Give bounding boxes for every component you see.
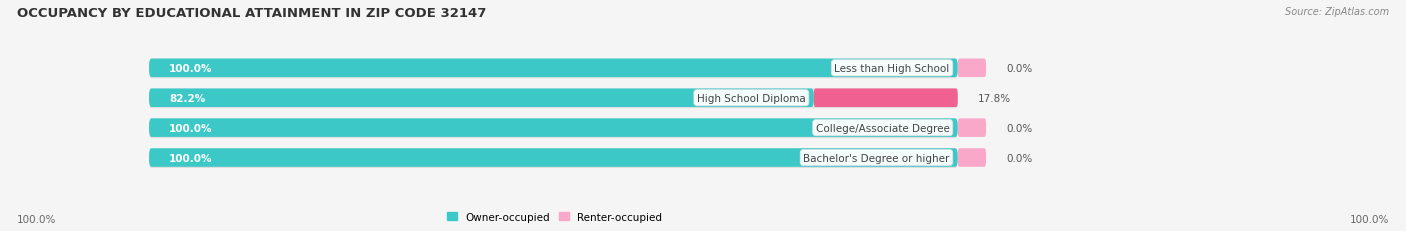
Text: College/Associate Degree: College/Associate Degree <box>815 123 949 133</box>
Text: 17.8%: 17.8% <box>979 93 1011 103</box>
Text: 0.0%: 0.0% <box>1007 123 1032 133</box>
Text: Less than High School: Less than High School <box>834 64 949 73</box>
Text: 100.0%: 100.0% <box>17 214 56 224</box>
FancyBboxPatch shape <box>957 59 986 78</box>
Text: 100.0%: 100.0% <box>1350 214 1389 224</box>
Text: High School Diploma: High School Diploma <box>697 93 806 103</box>
FancyBboxPatch shape <box>149 119 957 137</box>
FancyBboxPatch shape <box>149 89 957 108</box>
FancyBboxPatch shape <box>149 89 814 108</box>
FancyBboxPatch shape <box>149 119 957 137</box>
FancyBboxPatch shape <box>814 89 957 108</box>
Text: 82.2%: 82.2% <box>169 93 205 103</box>
FancyBboxPatch shape <box>149 150 957 168</box>
Text: 100.0%: 100.0% <box>169 153 212 163</box>
Text: OCCUPANCY BY EDUCATIONAL ATTAINMENT IN ZIP CODE 32147: OCCUPANCY BY EDUCATIONAL ATTAINMENT IN Z… <box>17 7 486 20</box>
FancyBboxPatch shape <box>957 149 986 167</box>
FancyBboxPatch shape <box>149 61 957 79</box>
FancyBboxPatch shape <box>149 120 957 139</box>
Legend: Owner-occupied, Renter-occupied: Owner-occupied, Renter-occupied <box>443 208 666 226</box>
FancyBboxPatch shape <box>149 59 957 78</box>
Text: Bachelor's Degree or higher: Bachelor's Degree or higher <box>803 153 949 163</box>
FancyBboxPatch shape <box>149 90 957 109</box>
FancyBboxPatch shape <box>957 119 986 137</box>
Text: 0.0%: 0.0% <box>1007 153 1032 163</box>
FancyBboxPatch shape <box>149 149 957 167</box>
Text: 0.0%: 0.0% <box>1007 64 1032 73</box>
Text: Source: ZipAtlas.com: Source: ZipAtlas.com <box>1285 7 1389 17</box>
FancyBboxPatch shape <box>149 59 957 78</box>
Text: 100.0%: 100.0% <box>169 64 212 73</box>
Text: 100.0%: 100.0% <box>169 123 212 133</box>
FancyBboxPatch shape <box>149 149 957 167</box>
